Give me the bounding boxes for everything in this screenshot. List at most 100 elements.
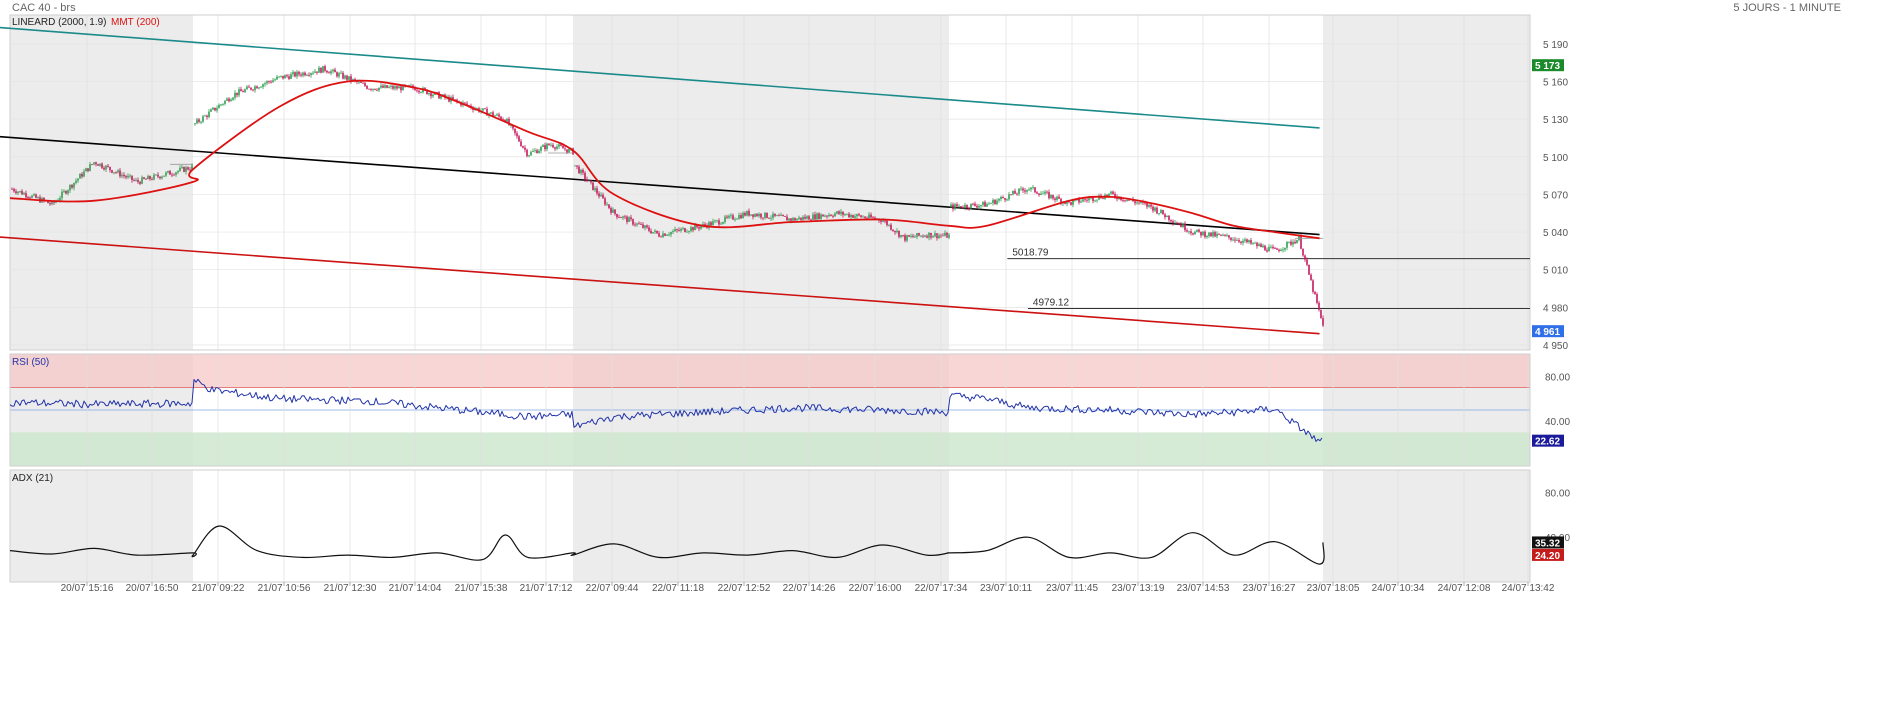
- candle-body: [89, 164, 91, 171]
- candle-body: [1024, 190, 1026, 192]
- candle-body: [924, 236, 926, 237]
- candle-body: [1244, 239, 1246, 241]
- candle-body: [666, 234, 668, 236]
- candle-body: [298, 71, 300, 75]
- candle-body: [330, 71, 332, 74]
- candle-body: [456, 99, 458, 102]
- candle-body: [135, 179, 137, 181]
- price-tick-label: 5 130: [1543, 115, 1568, 126]
- candle-body: [29, 197, 31, 199]
- candle-body: [518, 136, 520, 142]
- candle-body: [742, 212, 744, 219]
- candle-body: [868, 214, 870, 219]
- candle-body: [1272, 246, 1274, 249]
- candle-body: [1048, 192, 1050, 199]
- candle-body: [764, 212, 766, 218]
- candle-body: [240, 89, 242, 92]
- candle-body: [111, 170, 113, 173]
- candle-body: [658, 233, 660, 237]
- candle-body: [826, 215, 828, 217]
- candle-body: [512, 124, 514, 129]
- candle-body: [984, 201, 986, 207]
- candle-body: [698, 227, 700, 229]
- candle-body: [85, 168, 87, 172]
- candle-body: [602, 194, 604, 199]
- candle-body: [137, 179, 139, 182]
- candle-body: [526, 149, 528, 157]
- candle-body: [782, 214, 784, 217]
- candle-body: [1320, 309, 1322, 319]
- candle-body: [1306, 259, 1308, 265]
- candle-body: [578, 166, 580, 174]
- candle-body: [398, 86, 400, 89]
- candle-body: [1020, 188, 1022, 190]
- candle-body: [1010, 194, 1012, 196]
- candle-body: [123, 174, 125, 177]
- candle-body: [163, 175, 165, 177]
- candle-body: [97, 164, 99, 166]
- session-shade-adx-20-07: [10, 470, 193, 582]
- candle-body: [187, 167, 189, 170]
- x-tick-label: 22/07 12:52: [718, 583, 771, 594]
- candle-body: [796, 218, 798, 221]
- candle-body: [71, 185, 73, 188]
- candle-body: [236, 92, 238, 96]
- candle-body: [644, 225, 646, 228]
- candle-body: [532, 151, 534, 152]
- candle-body: [1264, 245, 1266, 251]
- candle-body: [270, 81, 272, 83]
- candle-body: [904, 235, 906, 241]
- candle-body: [228, 98, 230, 102]
- candle-body: [730, 215, 732, 217]
- candle-body: [550, 144, 552, 146]
- candle-body: [252, 89, 254, 91]
- channel-lower-line: [0, 236, 1320, 335]
- candle-body: [600, 194, 602, 197]
- candle-body: [1298, 235, 1300, 241]
- candle-body: [1028, 189, 1030, 191]
- candle-body: [1274, 248, 1276, 249]
- rsi-oversold-zone: [10, 432, 1530, 466]
- candle-body: [1204, 231, 1206, 238]
- candle-body: [147, 175, 149, 180]
- candle-body: [884, 220, 886, 222]
- candle-body: [1202, 231, 1204, 236]
- candle-body: [616, 213, 618, 218]
- candle-body: [1242, 240, 1244, 243]
- candle-body: [1072, 200, 1074, 205]
- candle-body: [81, 173, 83, 177]
- candle-body: [260, 86, 262, 88]
- candle-body: [520, 141, 522, 147]
- candle-body: [1056, 196, 1058, 200]
- candle-body: [736, 218, 738, 220]
- candle-body: [1268, 247, 1270, 252]
- candle-body: [800, 217, 802, 220]
- x-tick-label: 23/07 18:05: [1307, 583, 1360, 594]
- adx-value-badge-b-box: [1532, 548, 1564, 561]
- candle-body: [332, 69, 334, 72]
- candle-body: [566, 149, 568, 153]
- candle-body: [568, 148, 570, 153]
- candle-body: [1136, 202, 1138, 204]
- candle-body: [716, 220, 718, 222]
- candle-body: [161, 176, 163, 179]
- candle-body: [272, 80, 274, 83]
- candle-body: [612, 209, 614, 213]
- candle-body: [119, 170, 121, 177]
- x-tick-label: 23/07 11:45: [1046, 583, 1099, 594]
- candle-body: [278, 76, 280, 78]
- candle-body: [232, 97, 234, 100]
- candle-body: [1238, 240, 1240, 242]
- candle-body: [794, 218, 796, 221]
- candle-body: [250, 87, 252, 90]
- level-label-0: 5018.79: [1012, 248, 1049, 259]
- candle-body: [934, 233, 936, 237]
- candle-body: [61, 191, 63, 199]
- candle-body: [850, 215, 852, 218]
- candle-body: [1212, 232, 1214, 237]
- candle-body: [1066, 200, 1068, 204]
- candle-body: [23, 193, 25, 195]
- candle-body: [542, 145, 544, 147]
- candle-body: [674, 229, 676, 232]
